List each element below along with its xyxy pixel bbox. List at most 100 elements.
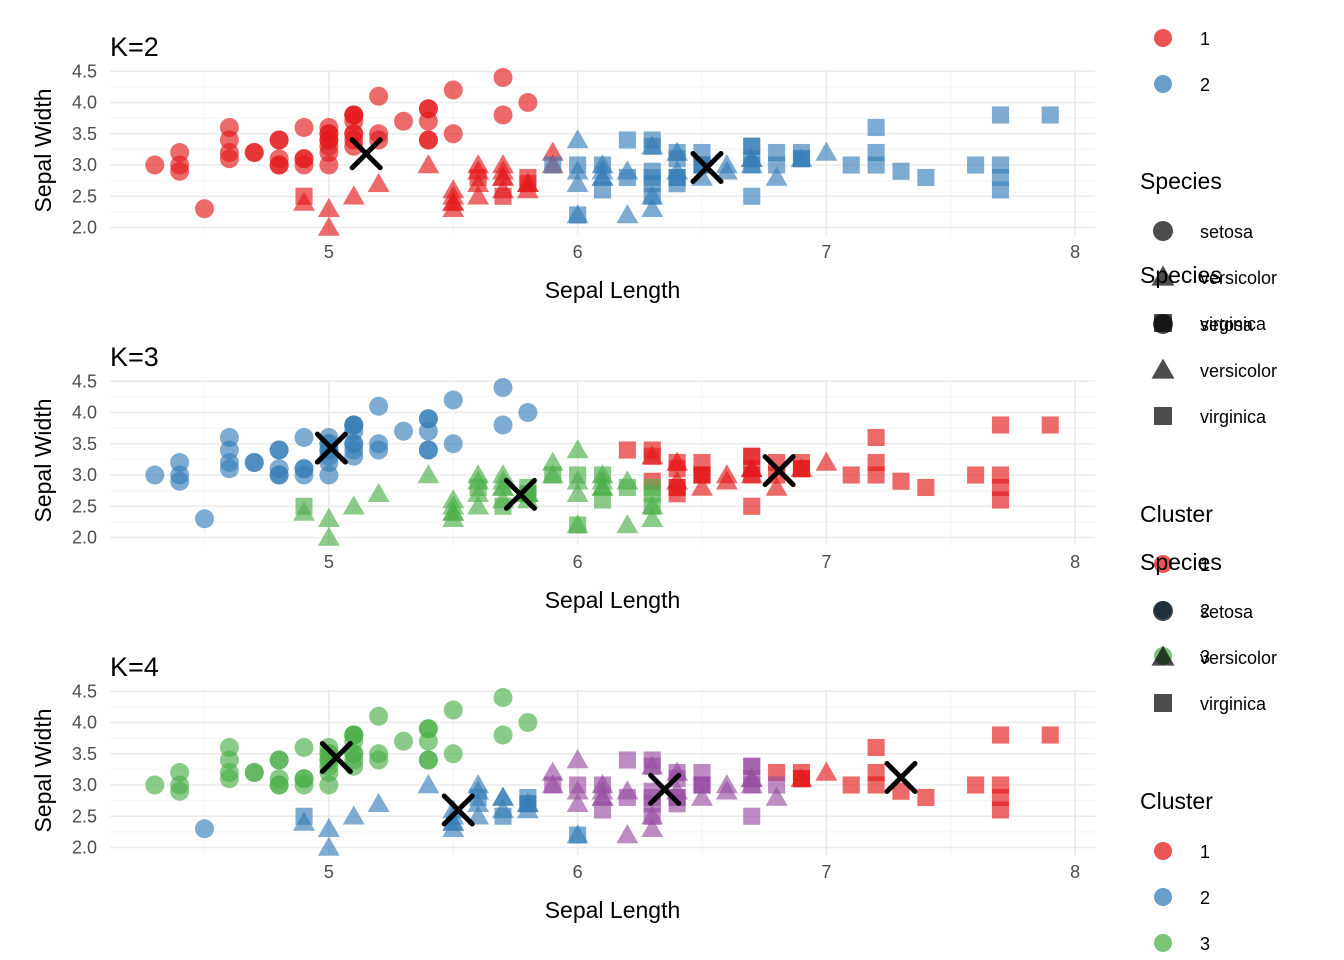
- point-cluster-4-versicolor: [715, 774, 738, 794]
- centroids: [314, 431, 796, 511]
- point-cluster-2-setosa: [443, 390, 463, 410]
- point-cluster-4-versicolor: [566, 792, 589, 812]
- x-tick-label: 6: [573, 862, 583, 882]
- point-cluster-1-versicolor: [715, 464, 738, 484]
- legend-label: 2: [1200, 75, 1210, 95]
- point-cluster-2-virginica: [469, 788, 487, 807]
- point-cluster-2-setosa: [369, 440, 389, 460]
- point-cluster-2-virginica: [519, 795, 537, 813]
- point-cluster-1-setosa: [394, 111, 414, 131]
- legend-cluster: Cluster 1 2 3: [1140, 501, 1213, 667]
- point-cluster-2-virginica: [494, 807, 512, 825]
- legend-label: 2: [1200, 888, 1210, 908]
- point-cluster-1-versicolor: [815, 761, 838, 781]
- y-axis-label: Sepal Width: [30, 708, 56, 832]
- point-cluster-4-virginica: [743, 807, 761, 825]
- y-tick-label: 2.5: [72, 496, 97, 516]
- point-cluster-1-setosa: [418, 99, 438, 119]
- x-tick-label: 8: [1070, 552, 1080, 572]
- point-cluster-1-virginica: [842, 776, 860, 794]
- x-tick-label: 5: [324, 552, 334, 572]
- point-cluster-1-virginica: [792, 770, 811, 788]
- x-tick-label: 7: [821, 242, 831, 262]
- point-cluster-2-setosa: [219, 428, 239, 447]
- point-cluster-1-virginica: [519, 175, 537, 193]
- y-tick-label: 3.0: [72, 775, 97, 795]
- point-cluster-1-setosa: [369, 86, 389, 106]
- point-cluster-3-setosa: [219, 738, 239, 757]
- point-cluster-3-virginica: [643, 478, 661, 497]
- point-cluster-1-setosa: [319, 136, 339, 156]
- legend-label: 1: [1200, 29, 1210, 49]
- point-cluster-1-versicolor: [317, 216, 340, 236]
- point-cluster-3-setosa: [294, 769, 314, 789]
- x-axis-label: Sepal Length: [545, 587, 681, 613]
- point-cluster-3-versicolor: [641, 507, 664, 527]
- point-cluster-2-virginica: [842, 156, 860, 174]
- centroid-marker: [690, 151, 724, 184]
- point-cluster-2-setosa: [418, 409, 438, 429]
- point-cluster-2-virginica: [991, 106, 1010, 124]
- point-cluster-3-virginica: [569, 516, 587, 534]
- point-cluster-3-virginica: [593, 466, 612, 484]
- point-cluster-2-virginica: [569, 826, 587, 844]
- point-cluster-3-versicolor: [492, 476, 514, 496]
- point-cluster-1-versicolor: [342, 185, 365, 205]
- point-cluster-2-virginica: [792, 150, 811, 168]
- point-cluster-2-virginica: [867, 156, 885, 174]
- legend-key-cluster-2: [1154, 888, 1172, 906]
- point-cluster-3-setosa: [344, 725, 364, 745]
- point-cluster-1-virginica: [743, 497, 761, 515]
- point-cluster-1-versicolor: [467, 154, 490, 174]
- point-cluster-1-versicolor: [815, 451, 838, 471]
- centroid-marker: [884, 761, 918, 794]
- point-cluster-3-virginica: [544, 466, 562, 484]
- point-cluster-2-virginica: [892, 162, 910, 180]
- point-cluster-2-versicolor: [317, 836, 340, 856]
- point-cluster-1-virginica: [917, 478, 935, 497]
- point-cluster-1-virginica: [1041, 726, 1059, 744]
- point-cluster-3-setosa: [518, 713, 538, 732]
- legend-label: 1: [1200, 555, 1210, 575]
- centroid-marker: [314, 431, 348, 465]
- point-cluster-3-virginica: [593, 491, 612, 509]
- point-cluster-1-virginica: [693, 466, 711, 484]
- point-cluster-2-virginica: [618, 168, 636, 187]
- point-cluster-2-setosa: [170, 453, 190, 472]
- point-cluster-2-virginica: [569, 206, 587, 224]
- point-cluster-4-virginica: [593, 801, 612, 819]
- panels: 5 6 7 8 2.0 2.5 3.0 3.5 4.0 4.5 K=2 Sepal Length Sep…: [30, 32, 1095, 923]
- legend-label: setosa: [1200, 602, 1254, 622]
- point-cluster-1-virginica: [892, 782, 910, 800]
- centroid-marker: [441, 793, 475, 827]
- x-tick-label: 8: [1070, 242, 1080, 262]
- x-tick-label: 7: [821, 862, 831, 882]
- point-cluster-2-versicolor: [715, 154, 738, 174]
- legend-label: virginica: [1200, 694, 1267, 714]
- panel-k4: 5 6 7 8 2.0 2.5 3.0 3.5 4.0 4.5 K=4 Sepal Length Sep…: [30, 652, 1095, 923]
- point-cluster-2-virginica: [593, 156, 612, 174]
- point-cluster-1-setosa: [195, 199, 215, 219]
- legend-label: 2: [1200, 601, 1210, 621]
- point-cluster-1-virginica: [867, 466, 885, 484]
- legend-key-setosa: [1153, 601, 1173, 621]
- point-cluster-1-setosa: [493, 105, 513, 125]
- point-cluster-1-setosa: [219, 143, 239, 162]
- point-cluster-1-virginica: [842, 466, 860, 484]
- point-cluster-2-versicolor: [342, 805, 365, 825]
- point-cluster-1-setosa: [269, 130, 289, 150]
- panel-title: K=4: [110, 652, 159, 682]
- x-axis-label: Sepal Length: [545, 897, 681, 923]
- legend-label: versicolor: [1200, 648, 1277, 668]
- point-cluster-3-versicolor: [616, 514, 639, 534]
- point-cluster-3-setosa: [418, 750, 438, 770]
- point-cluster-1-setosa: [443, 80, 463, 100]
- point-cluster-1-virginica: [643, 447, 661, 465]
- point-cluster-1-versicolor: [417, 154, 440, 174]
- x-axis-label: Sepal Length: [545, 277, 681, 303]
- point-cluster-1-virginica: [917, 788, 935, 807]
- point-cluster-2-virginica: [643, 187, 661, 205]
- point-cluster-1-versicolor: [317, 197, 340, 217]
- legend-label: virginica: [1200, 314, 1267, 334]
